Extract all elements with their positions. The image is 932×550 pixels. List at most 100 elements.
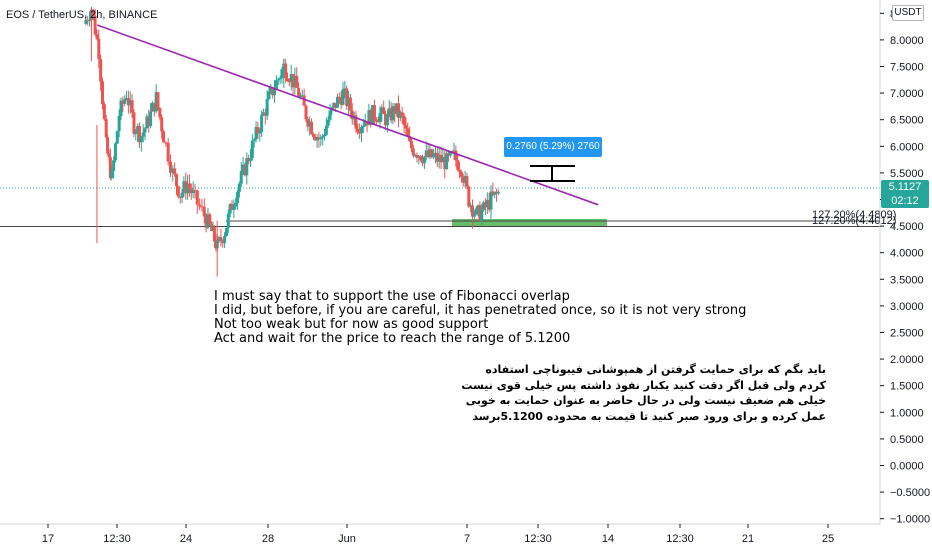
candle-body	[428, 149, 432, 157]
candle-body	[107, 153, 111, 158]
candle-body	[321, 136, 325, 138]
currency-button[interactable]: USDT	[892, 5, 924, 21]
candle-body	[173, 168, 177, 175]
candle-body	[237, 183, 241, 192]
candle-body	[421, 160, 425, 164]
candle-body	[271, 87, 275, 96]
candle-body	[143, 128, 147, 133]
candle-body	[125, 97, 129, 100]
time-tick-label: 28	[262, 533, 274, 545]
candle-body	[250, 140, 254, 158]
candle-body	[265, 99, 269, 116]
candle-body	[463, 176, 467, 183]
candle-body	[443, 157, 447, 170]
candle-body	[310, 121, 314, 134]
candle-body	[160, 117, 164, 132]
candle-body	[389, 108, 393, 121]
candle-body	[397, 103, 400, 118]
price-tick-label: 4.0000	[890, 248, 924, 260]
candle-body	[356, 128, 360, 133]
candle-body	[413, 155, 417, 157]
price-tick-label: 0.0000	[890, 460, 924, 472]
persian-note: باید بگم که برای حمایت گرفتن از همپوشانی…	[461, 362, 826, 424]
candle-body	[304, 105, 308, 120]
candle-body	[99, 58, 103, 82]
current-price-badge: 5.1127 02:12	[881, 180, 929, 208]
candle-body	[422, 156, 426, 164]
price-tick-label: −1.0000	[890, 514, 930, 526]
candle-body	[408, 136, 412, 141]
candle-body	[369, 110, 373, 125]
candle-body	[439, 154, 443, 163]
candle-body	[361, 125, 365, 128]
candle-body	[306, 119, 310, 127]
candle-body	[315, 137, 319, 141]
candle-body	[134, 132, 138, 134]
candle-body	[212, 226, 216, 242]
candle-body	[393, 106, 397, 114]
candle-body	[367, 110, 371, 126]
candle-body	[424, 150, 428, 157]
candle-body	[295, 75, 299, 88]
candle-body	[104, 119, 108, 138]
candle-body	[206, 214, 210, 228]
fib-label-lower: 127.20%(4.4012)	[812, 215, 896, 227]
candle-body	[101, 81, 104, 105]
candle-body	[117, 116, 121, 132]
candle-body	[221, 240, 225, 244]
candle-body	[186, 183, 190, 194]
time-tick-label: 7	[464, 533, 470, 545]
candle-body	[432, 155, 436, 158]
candle-body	[180, 192, 184, 198]
candle-body	[187, 183, 191, 189]
measure-tool[interactable]	[530, 165, 575, 182]
candle-body	[319, 137, 323, 140]
chart-title: EOS / TetherUS, 2h, BINANCE	[6, 9, 157, 21]
candle-body	[171, 168, 175, 173]
english-note-line: I did, but before, if you are careful, i…	[214, 303, 747, 318]
candle-body	[245, 158, 249, 176]
candle-body	[249, 157, 252, 162]
price-tick-label: 2.0000	[890, 354, 924, 366]
english-note: I must say that to support the use of Fi…	[214, 290, 746, 346]
candle-body	[176, 186, 180, 197]
persian-note-line: خیلی هم ضعیف نیست ولی در حال حاضر به عنو…	[465, 394, 826, 407]
candle-body	[347, 97, 351, 107]
price-axis[interactable]: 8.50008.00007.50007.00006.50006.00005.50…	[880, 8, 930, 526]
candle-body	[411, 148, 415, 156]
candle-body	[348, 97, 352, 111]
price-tick-label: 7.5000	[890, 61, 924, 73]
candle-body	[147, 116, 151, 127]
descending-trendline[interactable]	[96, 24, 599, 206]
candle-body	[478, 205, 482, 221]
candle-body	[241, 164, 245, 172]
candle-body	[280, 69, 284, 79]
candle-body	[112, 160, 116, 172]
candle-body	[154, 92, 158, 112]
candle-body	[376, 121, 380, 123]
candle-body	[260, 115, 264, 133]
time-axis[interactable]: 17 12:30 24 28 Jun 7 12:30 14 12:30 21 25	[42, 524, 834, 545]
candle-body	[84, 20, 88, 24]
persian-note-line: کردم ولی قبل اگر دقت کنید یکبار نفوذ داش…	[461, 378, 826, 392]
candle-body	[337, 96, 341, 99]
candle-body	[482, 202, 486, 210]
candle-body	[178, 196, 182, 198]
candle-body	[434, 152, 437, 156]
persian-note-line: عمل کرده و برای ورود صبر کنید تا قیمت به…	[472, 409, 826, 423]
candle-body	[239, 171, 243, 184]
candle-body	[141, 132, 145, 137]
candle-body	[454, 150, 458, 161]
candle-body	[496, 192, 500, 194]
candle-body	[261, 112, 265, 116]
candle-body	[232, 206, 236, 210]
candle-body	[119, 100, 123, 117]
candle-body	[108, 157, 112, 179]
candle-body	[156, 92, 160, 108]
candle-body	[97, 38, 101, 59]
candle-body	[243, 164, 247, 176]
candle-body	[217, 237, 221, 240]
candle-body	[384, 113, 388, 126]
candle-body	[335, 96, 339, 108]
